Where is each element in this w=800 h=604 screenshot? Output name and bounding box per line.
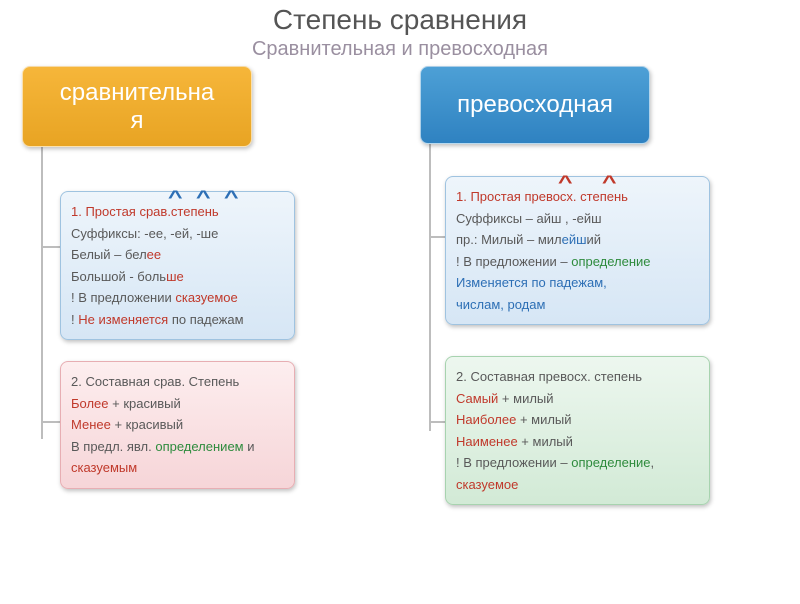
box-comparative-simple: 1. Простая срав.степеньСуффиксы: -ее, -е…: [60, 191, 295, 340]
suffix-caret-icon: ^: [558, 174, 573, 194]
text-segment: определением: [155, 439, 243, 454]
text-segment: Большой - боль: [71, 269, 166, 284]
box-superlative-compound: 2. Составная превосх. степень Самый + мил…: [445, 356, 710, 505]
main-title: Степень сравнения: [0, 4, 800, 36]
text-segment: сказуемое: [175, 290, 237, 305]
text-line: Менее + красивый: [71, 415, 284, 435]
diagram-tree: сравнительна я превосходная 1. Простая с…: [0, 61, 800, 591]
suffix-caret-icon: ^: [168, 189, 183, 209]
text-line: Суффиксы – айш , -ейш: [456, 209, 699, 229]
text-segment: ейш: [562, 232, 587, 247]
connector: [41, 421, 61, 423]
text-line: ! В предложении – определение: [456, 252, 699, 272]
text-line: Изменяется по падежам,: [456, 273, 699, 293]
text-segment: ! В предложении –: [456, 254, 571, 269]
text-segment: Наименее: [456, 434, 518, 449]
text-segment: Более: [71, 396, 109, 411]
text-line: Белый – белее: [71, 245, 284, 265]
text-line: Большой - больше: [71, 267, 284, 287]
text-line: Наиболее + милый: [456, 410, 699, 430]
text-segment: по падежам: [168, 312, 243, 327]
text-segment: Наиболее: [456, 412, 516, 427]
text-line: сказуемым: [71, 458, 284, 478]
text-segment: числам, родам: [456, 297, 545, 312]
suffix-caret-icon: ^: [602, 174, 617, 194]
text-segment: + милый: [518, 434, 573, 449]
suffix-caret-icon: ^: [196, 189, 211, 209]
text-line: ! В предложении сказуемое: [71, 288, 284, 308]
text-segment: Менее: [71, 417, 111, 432]
text-line: Наименее + милый: [456, 432, 699, 452]
connector: [41, 139, 43, 439]
text-segment: ий: [587, 232, 602, 247]
text-line: сказуемое: [456, 475, 699, 495]
box-superlative-simple: 1. Простая превосх. степень Суффиксы – ай…: [445, 176, 710, 325]
text-segment: Суффиксы: -ее, -ей, -ше: [71, 226, 218, 241]
text-line: Самый + милый: [456, 389, 699, 409]
header-comparative: сравнительна я: [22, 66, 252, 147]
text-segment: 2. Составная срав. Степень: [71, 374, 239, 389]
text-segment: пр.: Милый – мил: [456, 232, 562, 247]
header-superlative: превосходная: [420, 66, 650, 144]
text-segment: сказуемым: [71, 460, 137, 475]
box-comparative-compound: 2. Составная срав. Степень Более + красив…: [60, 361, 295, 489]
text-line: 1. Простая превосх. степень: [456, 187, 699, 207]
text-segment: + красивый: [111, 417, 183, 432]
text-line: 2. Составная срав. Степень: [71, 372, 284, 392]
text-line: ! В предложении – определение,: [456, 453, 699, 473]
subtitle: Сравнительная и превосходная: [0, 38, 800, 61]
text-segment: и: [244, 439, 255, 454]
text-line: ! Не изменяется по падежам: [71, 310, 284, 330]
text-segment: Самый: [456, 391, 498, 406]
text-segment: определение: [571, 455, 650, 470]
text-segment: ! В предложении: [71, 290, 175, 305]
text-segment: Изменяется по падежам,: [456, 275, 607, 290]
text-segment: Белый – бел: [71, 247, 147, 262]
connector: [41, 246, 61, 248]
text-segment: Суффиксы – айш , -ейш: [456, 211, 602, 226]
text-segment: + милый: [498, 391, 553, 406]
connector: [429, 131, 431, 431]
text-line: Суффиксы: -ее, -ей, -ше: [71, 224, 284, 244]
text-line: пр.: Милый – милейший: [456, 230, 699, 250]
text-segment: Не изменяется: [78, 312, 168, 327]
text-segment: ,: [651, 455, 655, 470]
text-segment: ее: [147, 247, 161, 262]
suffix-caret-icon: ^: [224, 189, 239, 209]
text-segment: ше: [166, 269, 184, 284]
text-segment: ! В предложении –: [456, 455, 571, 470]
text-line: Более + красивый: [71, 394, 284, 414]
text-line: 2. Составная превосх. степень: [456, 367, 699, 387]
text-segment: + милый: [516, 412, 571, 427]
text-segment: сказуемое: [456, 477, 518, 492]
text-segment: + красивый: [109, 396, 181, 411]
text-line: числам, родам: [456, 295, 699, 315]
text-segment: 2. Составная превосх. степень: [456, 369, 642, 384]
text-segment: В предл. явл.: [71, 439, 155, 454]
text-segment: определение: [571, 254, 650, 269]
text-line: В предл. явл. определением и: [71, 437, 284, 457]
